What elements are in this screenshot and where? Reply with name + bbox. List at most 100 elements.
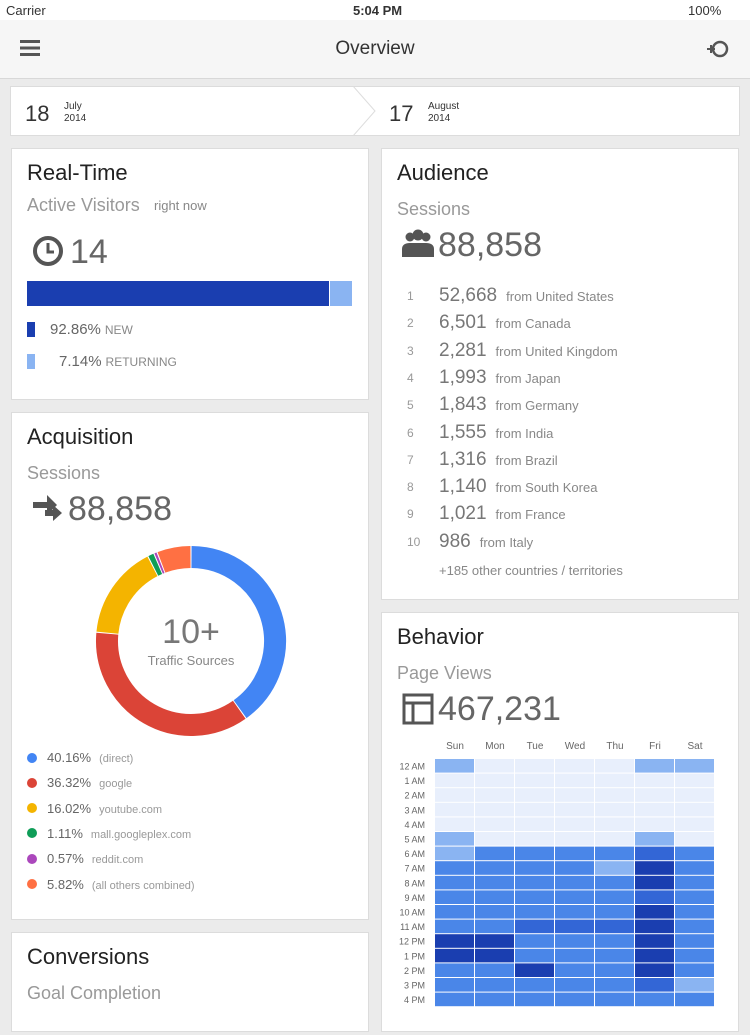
country-sessions: 1,843 <box>439 394 487 416</box>
heatmap-cell <box>675 832 714 846</box>
heatmap-cell <box>635 861 674 875</box>
country-name: from Italy <box>479 534 534 550</box>
heatmap-cell <box>475 890 514 904</box>
heatmap-cell <box>555 802 594 817</box>
heatmap-cell <box>435 832 474 846</box>
day-label: Sun <box>446 741 464 752</box>
heatmap-cell <box>675 861 714 875</box>
legend-dot <box>27 752 37 763</box>
heatmap-cell <box>475 948 514 963</box>
real-time-card[interactable]: Real-Time Active Visitors right now 14 9… <box>11 148 369 400</box>
heatmap-cell <box>635 978 674 992</box>
heatmap-cell <box>675 875 714 890</box>
donut-segment <box>157 546 192 573</box>
heatmap-cell <box>675 963 714 977</box>
donut-segment <box>148 553 163 576</box>
heatmap-cell <box>595 978 634 992</box>
country-sessions: 1,555 <box>439 421 487 443</box>
more-countries[interactable]: +185 other countries / territories <box>439 563 623 578</box>
heatmap-cell <box>515 875 554 890</box>
heatmap-cell <box>595 759 634 773</box>
country-sessions: 1,140 <box>439 476 487 498</box>
heatmap-cell <box>555 773 594 788</box>
heatmap-cell <box>635 963 674 977</box>
legend-name: mall.googleplex.com <box>90 828 192 841</box>
heatmap-cell <box>555 992 594 1007</box>
rank: 8 <box>407 480 414 495</box>
heatmap-cell <box>595 992 634 1007</box>
heatmap-cell <box>515 948 554 963</box>
legend-name: reddit.com <box>91 854 144 867</box>
heatmap-cell <box>475 788 514 802</box>
heatmap-cell <box>515 846 554 861</box>
country-name: from France <box>495 507 566 523</box>
heatmap-cell <box>635 992 674 1007</box>
heatmap-cell <box>675 788 714 802</box>
legend-name: youtube.com <box>99 803 163 816</box>
hour-label: 8 AM <box>404 878 425 888</box>
time: 5:04 PM <box>353 3 403 18</box>
donut-chart <box>96 546 286 736</box>
heatmap-cell <box>475 846 514 861</box>
legend-item: 7.14% RETURNING <box>27 353 177 370</box>
day-label: Thu <box>606 741 623 752</box>
heatmap-cell <box>475 963 514 977</box>
menu-button[interactable] <box>20 39 40 57</box>
card-subtitle: Goal Completion <box>27 983 162 1003</box>
heatmap-cell <box>675 978 714 992</box>
heatmap-cell <box>595 934 634 948</box>
acquisition-card[interactable]: Acquisition Sessions 88,858 10+ Traffic S… <box>11 412 369 920</box>
heatmap-cell <box>635 875 674 890</box>
heatmap-cell <box>555 759 594 773</box>
country-row: 1,843 from Germany <box>439 394 579 416</box>
battery: 100% <box>688 3 722 18</box>
heatmap-cell <box>435 890 474 904</box>
heatmap-cell <box>595 817 634 831</box>
heatmap-cell <box>675 802 714 817</box>
audience-card[interactable]: Audience Sessions 88,858 +185 other coun… <box>381 148 739 600</box>
legend-value: 36.32% <box>47 775 92 791</box>
legend-value: 92.86% <box>50 321 101 338</box>
visitor-bar <box>27 281 329 306</box>
heatmap-cell <box>435 934 474 948</box>
heatmap-cell <box>555 788 594 802</box>
legend-item: 5.82% (all others combined) <box>27 877 195 892</box>
rank: 4 <box>407 370 414 385</box>
country-name: from South Korea <box>495 480 598 496</box>
heatmap-cell <box>595 861 634 875</box>
account-button[interactable] <box>706 38 730 60</box>
heatmap-cell <box>595 802 634 817</box>
rank: 5 <box>407 398 414 413</box>
legend-value: 1.11% <box>47 825 83 841</box>
legend-name: (direct) <box>99 753 134 765</box>
heatmap-cell <box>475 802 514 817</box>
date-range[interactable]: 18 July 2014 17 August 2014 <box>10 86 740 136</box>
donut-center: 10+ <box>162 613 220 651</box>
heatmap-cell <box>475 832 514 846</box>
heatmap-cell <box>555 817 594 831</box>
heatmap-cell <box>555 832 594 846</box>
country-name: from Japan <box>495 370 561 386</box>
hour-label: 6 AM <box>404 849 425 859</box>
status-bar: Carrier 5:04 PM 100% <box>0 0 750 20</box>
heatmap-cell <box>475 773 514 788</box>
legend-value: 16.02% <box>47 800 92 816</box>
heatmap-cell <box>635 759 674 773</box>
heatmap-cell <box>675 905 714 919</box>
heatmap-cell <box>435 846 474 861</box>
behavior-card[interactable]: Behavior Page Views 467,231 Sun Mon Tue Wed… <box>381 612 739 1032</box>
hour-label: 4 AM <box>404 820 425 830</box>
heatmap-cell <box>595 773 634 788</box>
heatmap-cell <box>475 817 514 831</box>
heatmap-cell <box>635 934 674 948</box>
hour-label: 12 AM <box>399 762 425 772</box>
visitor-bar <box>329 281 352 306</box>
country-name: from India <box>495 425 554 441</box>
heatmap-cell <box>475 861 514 875</box>
conversions-card[interactable]: Conversions Goal Completion <box>11 932 369 1032</box>
heatmap-cell <box>555 861 594 875</box>
nav-title: Overview <box>335 38 415 59</box>
note: right now <box>154 198 207 213</box>
legend-dot <box>27 777 37 788</box>
